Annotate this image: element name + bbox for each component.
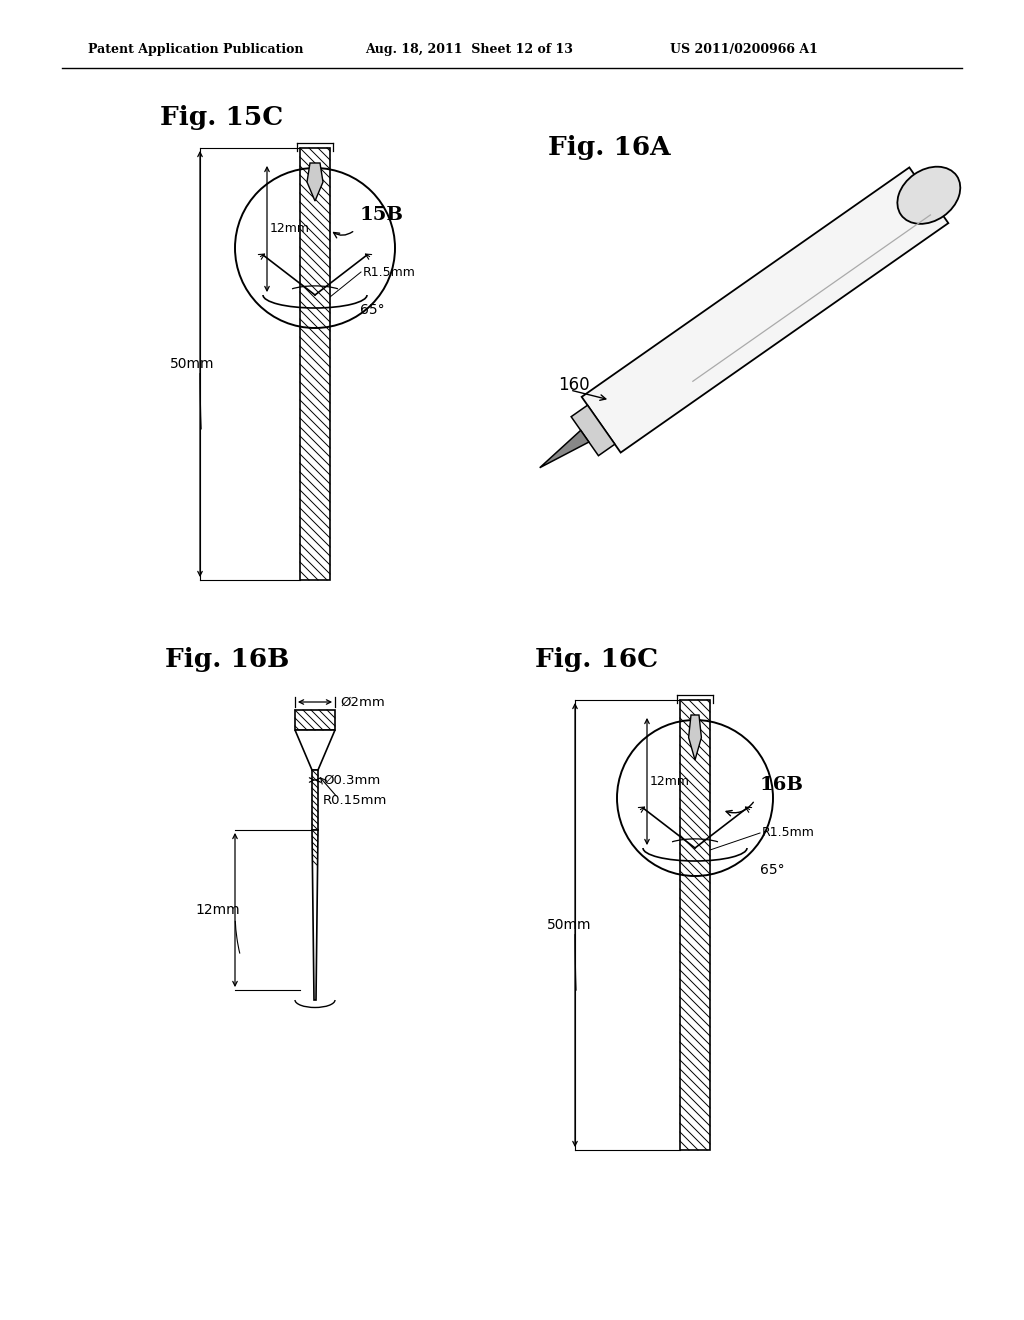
Text: US 2011/0200966 A1: US 2011/0200966 A1 bbox=[670, 44, 818, 57]
Text: 50mm: 50mm bbox=[170, 356, 214, 371]
Polygon shape bbox=[295, 730, 335, 770]
Text: R0.15mm: R0.15mm bbox=[323, 793, 387, 807]
Polygon shape bbox=[312, 770, 318, 830]
Text: Patent Application Publication: Patent Application Publication bbox=[88, 44, 303, 57]
Text: Fig. 16C: Fig. 16C bbox=[535, 648, 658, 672]
Text: Fig. 16B: Fig. 16B bbox=[165, 648, 290, 672]
Text: R1.5mm: R1.5mm bbox=[362, 265, 416, 279]
Polygon shape bbox=[688, 715, 701, 760]
Text: 12mm: 12mm bbox=[270, 223, 310, 235]
Text: 160: 160 bbox=[558, 376, 590, 393]
Polygon shape bbox=[571, 405, 614, 455]
Text: Fig. 15C: Fig. 15C bbox=[160, 106, 284, 131]
Text: 16B: 16B bbox=[760, 776, 804, 795]
Text: Aug. 18, 2011  Sheet 12 of 13: Aug. 18, 2011 Sheet 12 of 13 bbox=[365, 44, 572, 57]
Polygon shape bbox=[540, 430, 589, 467]
Text: Ø0.3mm: Ø0.3mm bbox=[323, 774, 380, 787]
Polygon shape bbox=[307, 162, 323, 201]
Polygon shape bbox=[680, 700, 710, 1150]
Text: Fig. 16A: Fig. 16A bbox=[548, 136, 671, 161]
Ellipse shape bbox=[897, 166, 961, 224]
Text: 65°: 65° bbox=[360, 304, 385, 317]
Polygon shape bbox=[582, 168, 948, 453]
Text: 65°: 65° bbox=[760, 863, 784, 876]
Polygon shape bbox=[312, 830, 318, 1001]
Polygon shape bbox=[295, 710, 335, 730]
Text: 12mm: 12mm bbox=[195, 903, 240, 917]
Text: R1.5mm: R1.5mm bbox=[762, 826, 815, 840]
Text: Ø2mm: Ø2mm bbox=[340, 696, 385, 709]
Text: 12mm: 12mm bbox=[650, 775, 690, 788]
Text: 15B: 15B bbox=[360, 206, 404, 224]
Polygon shape bbox=[300, 148, 330, 579]
Text: 50mm: 50mm bbox=[547, 917, 592, 932]
